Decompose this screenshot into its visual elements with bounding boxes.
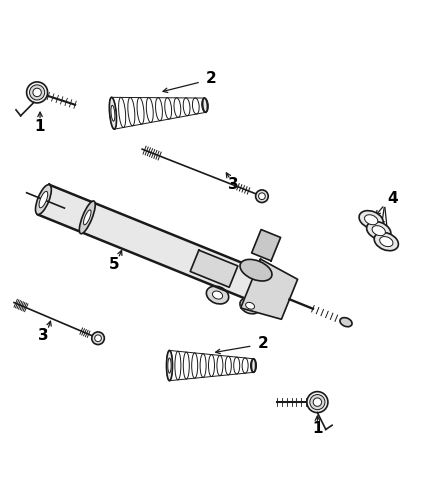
- Circle shape: [95, 335, 102, 342]
- Ellipse shape: [168, 358, 171, 373]
- Ellipse shape: [365, 214, 378, 225]
- Ellipse shape: [36, 184, 51, 214]
- Polygon shape: [241, 259, 298, 320]
- Text: 2: 2: [206, 71, 217, 86]
- Polygon shape: [190, 250, 238, 288]
- Text: 4: 4: [387, 191, 398, 206]
- Circle shape: [307, 392, 328, 412]
- Ellipse shape: [39, 192, 48, 208]
- Ellipse shape: [203, 98, 207, 112]
- Circle shape: [27, 82, 48, 103]
- Ellipse shape: [212, 291, 222, 299]
- Circle shape: [313, 398, 321, 406]
- Circle shape: [255, 190, 268, 202]
- Ellipse shape: [111, 106, 115, 121]
- Ellipse shape: [380, 236, 393, 246]
- Polygon shape: [252, 230, 280, 261]
- Ellipse shape: [359, 210, 383, 229]
- Ellipse shape: [251, 359, 255, 372]
- Ellipse shape: [206, 286, 229, 304]
- Text: 3: 3: [228, 177, 239, 192]
- Circle shape: [33, 88, 41, 96]
- Ellipse shape: [240, 298, 260, 314]
- Ellipse shape: [80, 201, 95, 234]
- Circle shape: [310, 394, 325, 409]
- Ellipse shape: [340, 318, 352, 326]
- Polygon shape: [37, 185, 293, 313]
- Ellipse shape: [246, 302, 255, 309]
- Text: 3: 3: [38, 328, 49, 343]
- Ellipse shape: [372, 226, 385, 235]
- Circle shape: [258, 193, 265, 200]
- Ellipse shape: [84, 210, 91, 225]
- Ellipse shape: [167, 350, 173, 380]
- Circle shape: [92, 332, 104, 344]
- Ellipse shape: [367, 222, 391, 240]
- Ellipse shape: [374, 232, 398, 250]
- Text: 5: 5: [109, 257, 119, 272]
- Text: 1: 1: [312, 421, 323, 436]
- Text: 1: 1: [35, 118, 45, 134]
- Text: 2: 2: [257, 336, 268, 351]
- Circle shape: [30, 85, 45, 100]
- Ellipse shape: [240, 260, 272, 281]
- Ellipse shape: [110, 98, 116, 129]
